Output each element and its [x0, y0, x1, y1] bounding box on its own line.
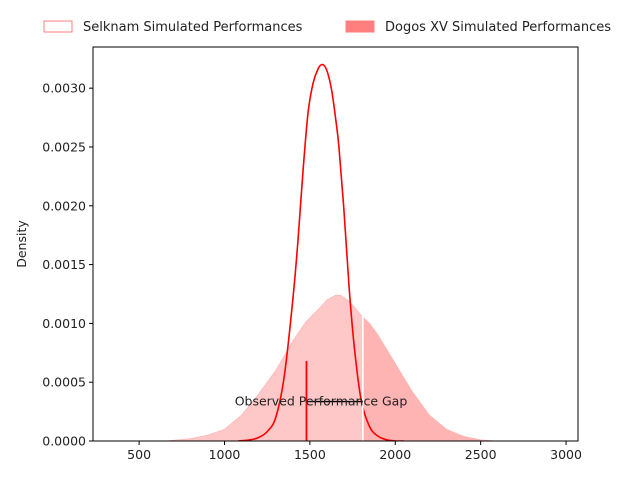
selknam-density-tail-area	[362, 316, 498, 441]
legend-label-selknam: Selknam Simulated Performances	[83, 20, 303, 35]
y-tick-label: 0.0025	[42, 139, 86, 154]
dogos-density-line	[238, 63, 404, 441]
legend-swatch-dogos	[345, 20, 375, 33]
y-tick-label: 0.0015	[42, 257, 86, 272]
y-axis-ticks: 0.0000 0.0005 0.0010 0.0015 0.0020 0.0025 0.00…	[42, 81, 93, 449]
y-tick-label: 0.0020	[42, 198, 86, 213]
annotation-layer: Observed Performance Gap	[235, 394, 408, 409]
y-tick-label: 0.0000	[42, 434, 86, 449]
series-layer	[164, 63, 498, 441]
legend: Selknam Simulated Performances Dogos XV …	[43, 20, 611, 35]
plot-frame	[92, 46, 579, 442]
x-tick-label: 2500	[465, 447, 497, 462]
y-axis-label: Density	[14, 220, 29, 268]
x-tick-label: 500	[127, 447, 151, 462]
marker-layer	[305, 305, 364, 441]
x-axis-ticks: 500 1000 1500 2000 2500 3000	[127, 441, 582, 462]
y-tick-label: 0.0010	[42, 316, 86, 331]
legend-swatch-selknam	[43, 20, 73, 33]
y-tick-label: 0.0030	[42, 81, 86, 96]
gap-annotation-label: Observed Performance Gap	[235, 394, 408, 409]
legend-label-dogos: Dogos XV Simulated Performances	[385, 20, 611, 35]
x-tick-label: 1500	[294, 447, 326, 462]
x-tick-label: 1000	[209, 447, 241, 462]
axes	[92, 46, 579, 442]
y-tick-label: 0.0005	[42, 375, 86, 390]
selknam-density-area	[164, 294, 498, 441]
x-tick-label: 2000	[379, 447, 411, 462]
x-tick-label: 3000	[550, 447, 582, 462]
